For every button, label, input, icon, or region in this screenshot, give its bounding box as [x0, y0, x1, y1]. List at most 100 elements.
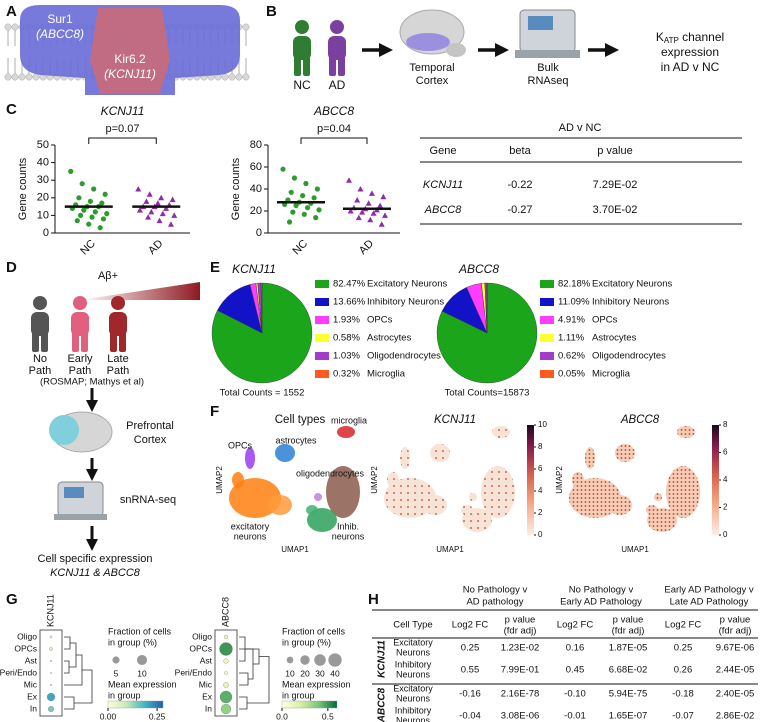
- dot: [224, 671, 228, 675]
- y-tick-label: 10: [37, 209, 49, 221]
- size-legend-label: 10: [285, 668, 295, 678]
- cell-type: Inhibitory: [395, 705, 432, 715]
- x-axis-label: UMAP1: [621, 545, 649, 554]
- column-group: No Pathology v: [463, 585, 528, 596]
- data-point: [293, 202, 299, 209]
- cell-cluster: [268, 495, 292, 515]
- data-point: [316, 207, 322, 213]
- data-point: [347, 208, 354, 214]
- lipid-head: [4, 73, 12, 81]
- size-legend-dot: [328, 653, 342, 667]
- chart-title: KCNJ11: [232, 262, 276, 276]
- dendrogram: [245, 648, 254, 680]
- dot: [223, 658, 229, 664]
- size-legend-dot: [112, 656, 120, 664]
- x-axis-label: UMAP1: [436, 545, 464, 554]
- data-point: [171, 212, 178, 218]
- amyloid-gradient: [80, 282, 200, 300]
- cell-cluster: [384, 478, 436, 518]
- cluster-label: excitatory: [231, 521, 270, 531]
- x-tick-label: AD: [146, 238, 165, 257]
- table-cell: -0.10: [564, 689, 586, 700]
- step-label: Cortex: [134, 434, 167, 446]
- step-label: Temporal: [409, 62, 454, 74]
- data-point: [169, 196, 176, 203]
- legend-title: in group: [108, 690, 141, 700]
- legend-value: 4.91%: [558, 315, 585, 326]
- legend-value: 11.09%: [558, 297, 590, 308]
- data-point: [145, 214, 152, 220]
- row-label: OPCs: [14, 643, 37, 653]
- legend-swatch: [315, 298, 329, 306]
- data-point: [102, 191, 108, 197]
- dendrogram: [64, 654, 83, 686]
- panel-label: B: [266, 3, 277, 20]
- x-tick-label: AD: [357, 238, 376, 257]
- colorbar-tick-label: 4: [723, 475, 728, 484]
- person-body: [328, 36, 346, 60]
- colorbar-tick-label: 0.5: [322, 711, 334, 721]
- legend-title: in group (%): [108, 637, 157, 647]
- person-head: [111, 296, 125, 310]
- chart-title: ABCC8: [458, 262, 499, 276]
- cluster-label: Inhib.: [337, 521, 359, 531]
- size-legend-dot: [300, 655, 310, 665]
- data-point: [148, 208, 155, 215]
- cell-cluster: [572, 472, 584, 488]
- y-axis-label: UMAP2: [555, 466, 564, 494]
- panel-label: D: [6, 259, 17, 276]
- legend-swatch: [540, 298, 554, 306]
- data-point: [91, 186, 97, 192]
- panel-label: F: [210, 403, 219, 420]
- person-body: [31, 312, 49, 336]
- data-point: [378, 221, 385, 227]
- cell-type: Neurons: [396, 715, 431, 722]
- person-leg: [329, 56, 336, 76]
- chart-title: Cell types: [275, 414, 326, 426]
- row-label: Ex: [27, 691, 38, 701]
- dendrogram: [247, 656, 270, 704]
- legend-swatch: [540, 352, 554, 360]
- outcome-label: Cell specific expression: [38, 553, 153, 565]
- outcome-label: expression: [661, 45, 719, 59]
- person-leg: [110, 332, 117, 352]
- table-cell: 2.16E-78: [501, 689, 540, 700]
- cluster-label: OPCs: [228, 440, 253, 450]
- y-tick-label: 0: [256, 227, 262, 239]
- lipid-head: [4, 23, 12, 31]
- data-point: [370, 210, 377, 216]
- dot: [219, 690, 233, 704]
- sequencer-base: [54, 514, 107, 520]
- dot: [48, 706, 54, 712]
- table-header: Log2 FC: [557, 620, 594, 631]
- data-point: [135, 186, 142, 192]
- data-point: [365, 200, 372, 206]
- legend-label: OPCs: [367, 315, 393, 326]
- row-label: OPCs: [189, 643, 212, 653]
- table-cell: ABCC8: [424, 204, 463, 216]
- legend-swatch: [540, 370, 554, 378]
- person-leg: [72, 332, 79, 352]
- dot: [49, 635, 53, 639]
- legend-title: Fraction of cells: [108, 626, 172, 636]
- person-body: [71, 312, 89, 336]
- step-label: Cortex: [416, 75, 449, 87]
- cell-type: Neurons: [396, 647, 431, 657]
- panel-label: A: [6, 3, 17, 20]
- row-label: In: [205, 703, 212, 713]
- legend-swatch: [540, 334, 554, 342]
- data-point: [359, 209, 366, 215]
- y-tick-label: 20: [250, 205, 262, 217]
- row-label: Ex: [202, 691, 213, 701]
- cell-cluster: [423, 495, 447, 515]
- colorbar-tick-label: 0: [538, 530, 543, 539]
- chart-title: KCNJ11: [434, 414, 476, 426]
- outcome-label: in AD v NC: [661, 60, 720, 74]
- outcome-rest: channel: [679, 30, 724, 44]
- y-tick-label: 40: [250, 183, 262, 195]
- legend-value: 1.93%: [333, 315, 360, 326]
- data-point: [104, 211, 110, 217]
- legend-label: Excitatory Neurons: [592, 279, 673, 290]
- data-point: [143, 198, 150, 204]
